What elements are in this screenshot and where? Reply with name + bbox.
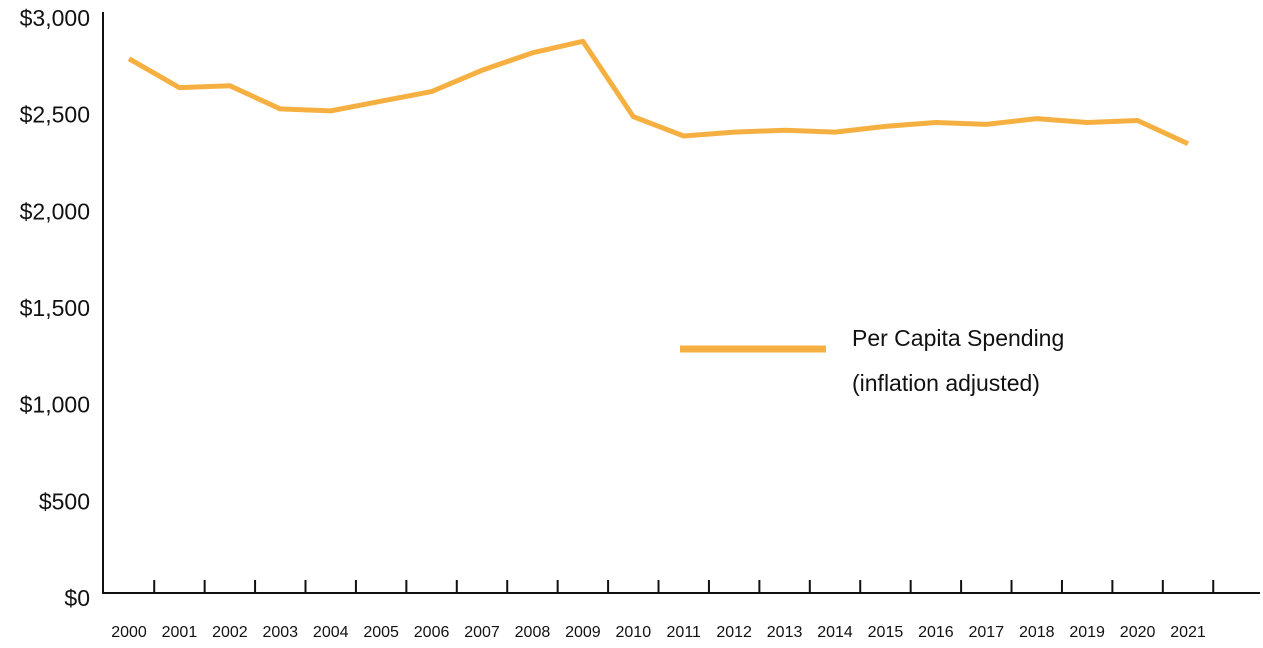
x-tick-label: 2009 — [565, 624, 601, 641]
x-tick-label: 2013 — [767, 624, 803, 641]
x-tick-label: 2005 — [363, 624, 399, 641]
x-tick-label: 2020 — [1120, 624, 1156, 641]
legend-label: Per Capita Spending — [852, 325, 1064, 351]
x-tick-label: 2016 — [918, 624, 954, 641]
x-tick-label: 2004 — [313, 624, 349, 641]
x-tick-label: 2003 — [262, 624, 298, 641]
x-tick-label: 2012 — [716, 624, 752, 641]
x-tick-label: 2010 — [616, 624, 652, 641]
y-tick-label: $500 — [39, 488, 90, 514]
y-tick-label: $0 — [64, 585, 90, 611]
x-tick-label: 2021 — [1170, 624, 1206, 641]
x-tick-label: 2017 — [969, 624, 1005, 641]
legend-note: (inflation adjusted) — [852, 370, 1040, 396]
x-tick-label: 2000 — [111, 624, 147, 641]
data-line — [127, 38, 1190, 147]
x-tick-label: 2019 — [1069, 624, 1105, 641]
y-tick-label: $1,500 — [20, 295, 90, 321]
y-tick-label: $2,500 — [20, 102, 90, 128]
x-tick-label: 2002 — [212, 624, 248, 641]
x-tick-label: 2008 — [515, 624, 551, 641]
x-tick-label: 2007 — [464, 624, 500, 641]
x-tick-label: 2015 — [868, 624, 904, 641]
x-tick-label: 2018 — [1019, 624, 1055, 641]
x-tick-label: 2001 — [162, 624, 198, 641]
y-tick-label: $1,000 — [20, 392, 90, 418]
x-tick-label: 2006 — [414, 624, 450, 641]
x-tick-label: 2011 — [667, 624, 702, 641]
x-tick-label: 2014 — [817, 624, 853, 641]
y-tick-label: $2,000 — [20, 198, 90, 224]
y-tick-label: $3,000 — [20, 5, 90, 31]
